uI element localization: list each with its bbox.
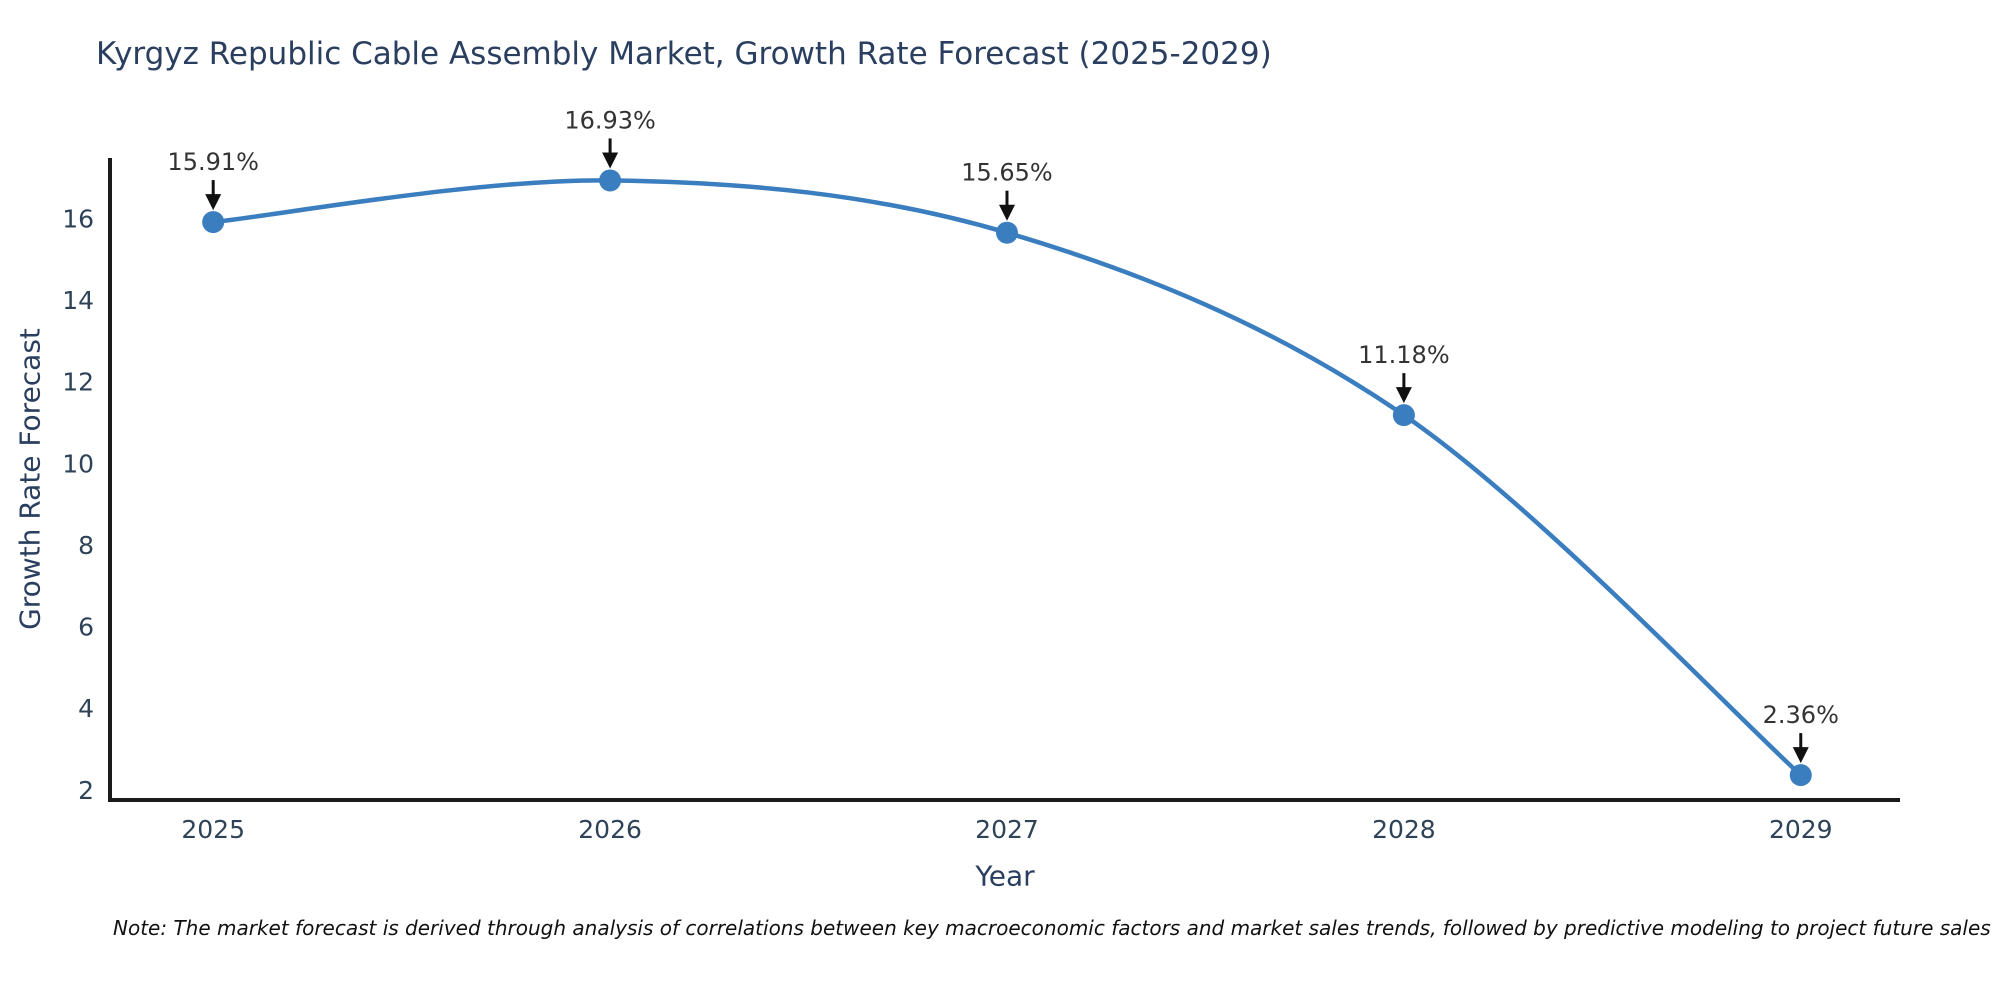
x-tick-label: 2028 <box>1372 815 1436 844</box>
data-label: 15.91% <box>167 148 259 176</box>
data-point-marker <box>995 221 1018 244</box>
line-series <box>210 178 1804 778</box>
x-tick-label: 2027 <box>975 815 1039 844</box>
chart-title: Kyrgyz Republic Cable Assembly Market, G… <box>96 36 1272 72</box>
data-label: 15.65% <box>961 159 1053 187</box>
x-tick-label: 2025 <box>181 815 245 844</box>
footnote: Note: The market forecast is derived thr… <box>113 916 1991 940</box>
data-point-marker <box>599 169 622 192</box>
x-axis-title: Year <box>975 859 1035 893</box>
y-tick-label: 10 <box>62 449 94 478</box>
arrow-head-icon <box>602 152 619 169</box>
y-tick-label: 16 <box>62 204 94 233</box>
y-tick-label: 4 <box>78 694 94 723</box>
data-point-marker <box>1789 764 1812 787</box>
data-point-marker <box>202 211 225 234</box>
y-tick-label: 8 <box>78 531 94 560</box>
data-label: 2.36% <box>1763 701 1839 729</box>
y-tick-label: 14 <box>62 286 94 315</box>
arrow-head-icon <box>1792 747 1809 764</box>
data-label: 11.18% <box>1358 341 1450 369</box>
data-point-marker <box>1392 404 1415 427</box>
x-tick-label: 2026 <box>578 815 642 844</box>
arrow-head-icon <box>205 194 222 211</box>
y-tick-label: 12 <box>62 368 94 397</box>
arrow-head-icon <box>998 204 1015 221</box>
y-tick-label: 6 <box>78 613 94 642</box>
arrow-head-icon <box>1395 387 1412 404</box>
x-tick-label: 2029 <box>1769 815 1833 844</box>
y-tick-label: 2 <box>78 776 94 805</box>
data-label: 16.93% <box>564 106 656 134</box>
